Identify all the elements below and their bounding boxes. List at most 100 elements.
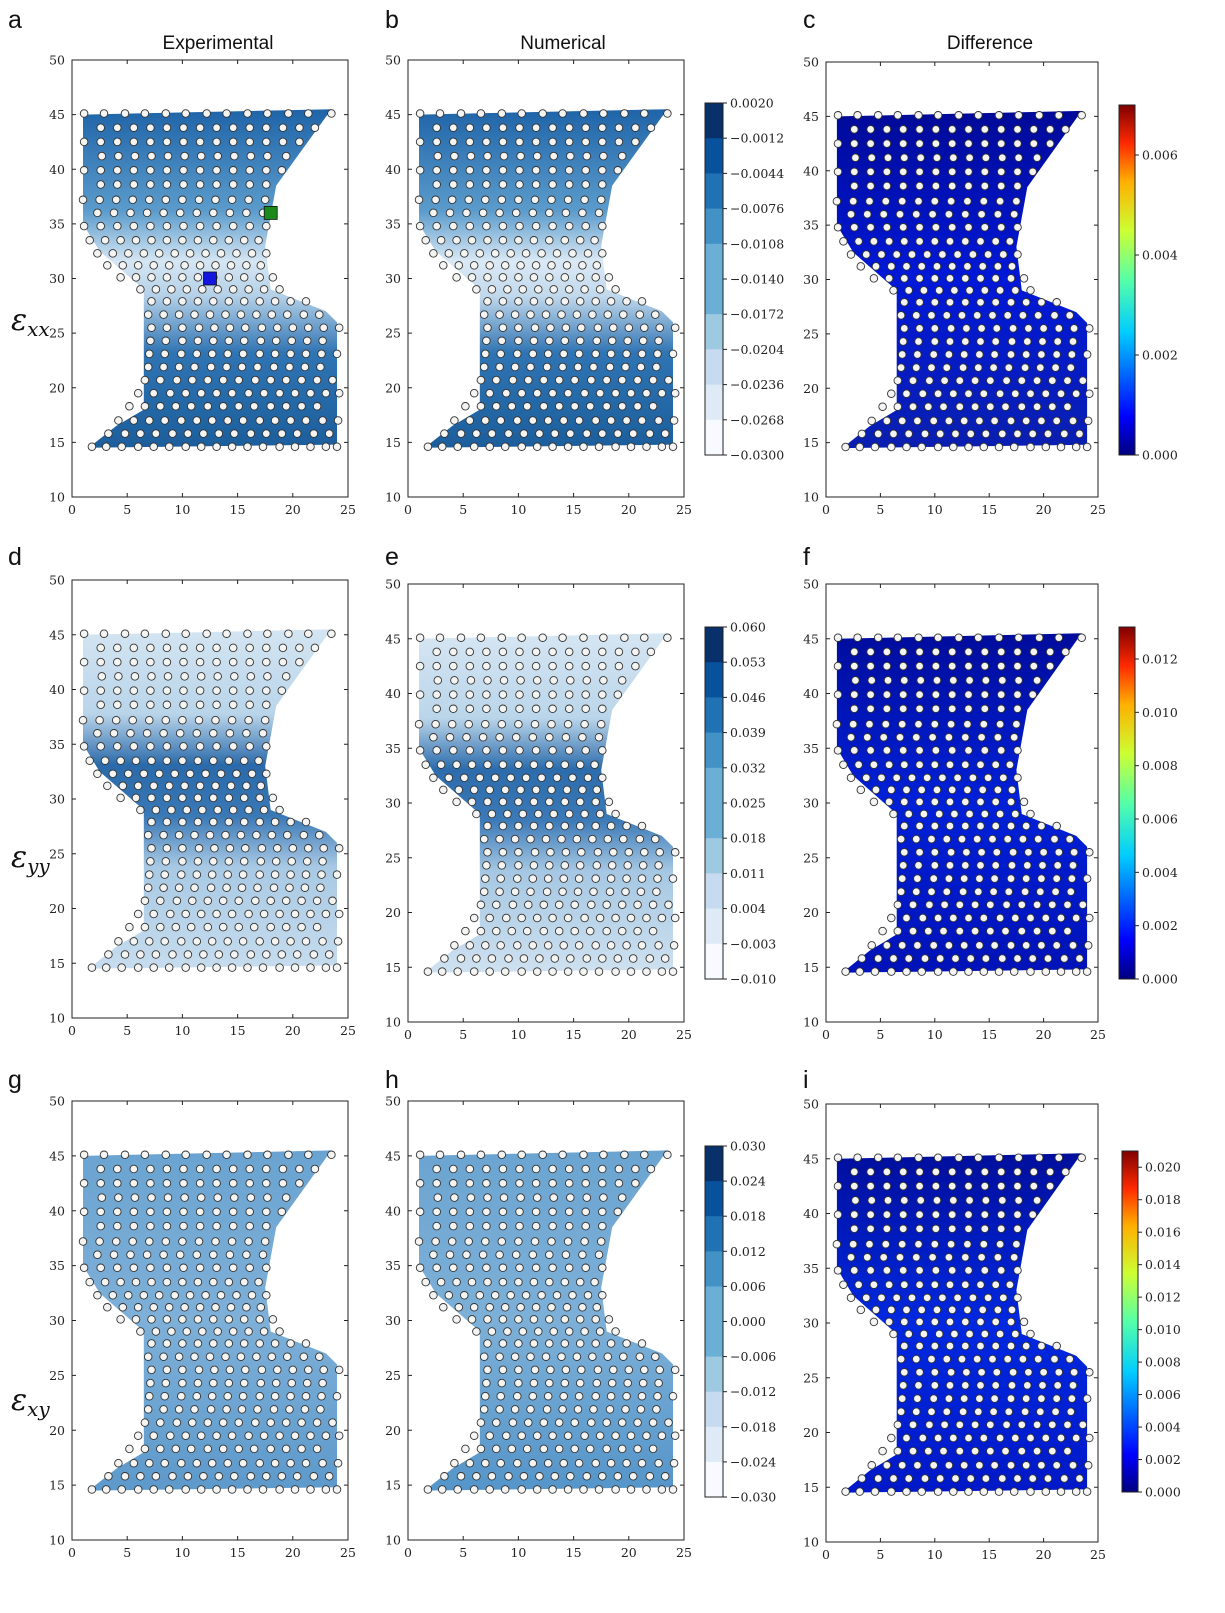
- mesh-node: [560, 861, 570, 870]
- mesh-node: [833, 1153, 843, 1162]
- mesh-node: [415, 633, 425, 642]
- mesh-node: [882, 941, 892, 950]
- mesh-node: [437, 442, 447, 451]
- mesh-node: [332, 1485, 342, 1494]
- mesh-node: [218, 1418, 228, 1427]
- mesh-node: [227, 1485, 237, 1494]
- mesh-node: [429, 1250, 438, 1259]
- mesh-node: [545, 273, 554, 282]
- mesh-node: [1054, 111, 1064, 120]
- mesh-node: [575, 1339, 585, 1348]
- mesh-node: [469, 1431, 479, 1440]
- mesh-node: [559, 416, 568, 425]
- mesh-node: [931, 223, 941, 232]
- mesh-node: [178, 1315, 187, 1324]
- mesh-node: [258, 729, 268, 738]
- mesh-node: [563, 388, 573, 398]
- mesh-node: [955, 1420, 965, 1430]
- mesh-node: [633, 1444, 642, 1454]
- mesh-node: [534, 809, 543, 819]
- mesh-node: [637, 941, 647, 950]
- mesh-node: [147, 756, 156, 765]
- mesh-node: [914, 196, 923, 206]
- mesh-node: [179, 1164, 188, 1174]
- mesh-node: [87, 1485, 97, 1494]
- mesh-node: [78, 715, 88, 725]
- mesh-node: [273, 323, 282, 332]
- mesh-node: [1023, 337, 1032, 346]
- mesh-node: [193, 1378, 203, 1388]
- mesh-node: [528, 349, 538, 359]
- mesh-node: [129, 1458, 139, 1468]
- mesh-node: [919, 286, 929, 295]
- mesh-node: [598, 166, 607, 175]
- mesh-node: [170, 1291, 179, 1300]
- mesh-node: [129, 137, 139, 147]
- mesh-node: [534, 285, 543, 294]
- colorbar-tick-label: 0.010: [1145, 1322, 1181, 1337]
- mesh-node: [332, 870, 342, 879]
- mesh-node: [1006, 874, 1016, 883]
- mesh-node: [915, 167, 924, 177]
- colorbar-band: [705, 1216, 723, 1252]
- mesh-node: [227, 1431, 237, 1440]
- mesh-node: [949, 913, 958, 923]
- mesh-node: [201, 769, 210, 779]
- mesh-node: [306, 909, 315, 919]
- x-tick-label: 0: [404, 1027, 412, 1042]
- mesh-node: [979, 442, 989, 452]
- mesh-node: [870, 442, 880, 452]
- mesh-node: [96, 123, 105, 132]
- mesh-node: [449, 221, 458, 231]
- row-label-xx: εxx: [11, 303, 50, 341]
- mesh-node: [548, 123, 557, 132]
- mesh-node: [186, 402, 196, 411]
- mesh-node: [258, 1250, 268, 1259]
- mesh-node: [223, 416, 232, 425]
- mesh-node: [297, 896, 306, 906]
- mesh-node: [548, 1485, 557, 1494]
- mesh-node: [211, 195, 220, 205]
- mesh-node: [481, 416, 490, 425]
- mesh-node: [866, 1167, 875, 1177]
- mesh-node: [1036, 1407, 1045, 1416]
- mesh-node: [965, 1329, 974, 1339]
- mesh-node: [930, 274, 940, 283]
- mesh-node: [238, 870, 248, 879]
- mesh-node: [333, 416, 343, 425]
- mesh-node: [328, 896, 337, 906]
- mesh-node: [611, 1431, 620, 1440]
- mesh-node: [531, 1303, 541, 1312]
- mesh-node: [128, 195, 137, 205]
- mesh-node: [136, 950, 145, 959]
- mesh-node: [113, 643, 122, 653]
- mesh-node: [640, 109, 649, 118]
- mesh-node: [143, 883, 153, 892]
- mesh-node: [893, 900, 903, 910]
- mesh-node: [163, 672, 173, 681]
- mesh-node: [256, 1378, 266, 1388]
- mesh-node: [966, 954, 975, 963]
- mesh-node: [290, 1485, 300, 1494]
- mesh-node: [275, 388, 284, 398]
- mesh-node: [850, 1181, 859, 1191]
- mesh-node: [935, 429, 945, 439]
- mesh-node: [162, 1339, 172, 1348]
- colorbar-tick-label: 0.016: [1145, 1225, 1181, 1240]
- mesh-node: [1069, 848, 1079, 857]
- mesh-node: [515, 704, 524, 714]
- mesh-node: [1028, 954, 1037, 963]
- mesh-node: [243, 1485, 252, 1494]
- mesh-node: [531, 1221, 541, 1231]
- mesh-node: [147, 1315, 156, 1324]
- mesh-node: [295, 137, 304, 147]
- mesh-node: [188, 375, 197, 385]
- mesh-node: [482, 1221, 491, 1231]
- mesh-node: [295, 1164, 304, 1174]
- mesh-node: [327, 109, 336, 118]
- mesh-node: [228, 180, 238, 189]
- mesh-node: [964, 661, 973, 671]
- mesh-node: [947, 1167, 957, 1177]
- mesh-node: [485, 967, 494, 976]
- mesh-node: [996, 704, 1006, 714]
